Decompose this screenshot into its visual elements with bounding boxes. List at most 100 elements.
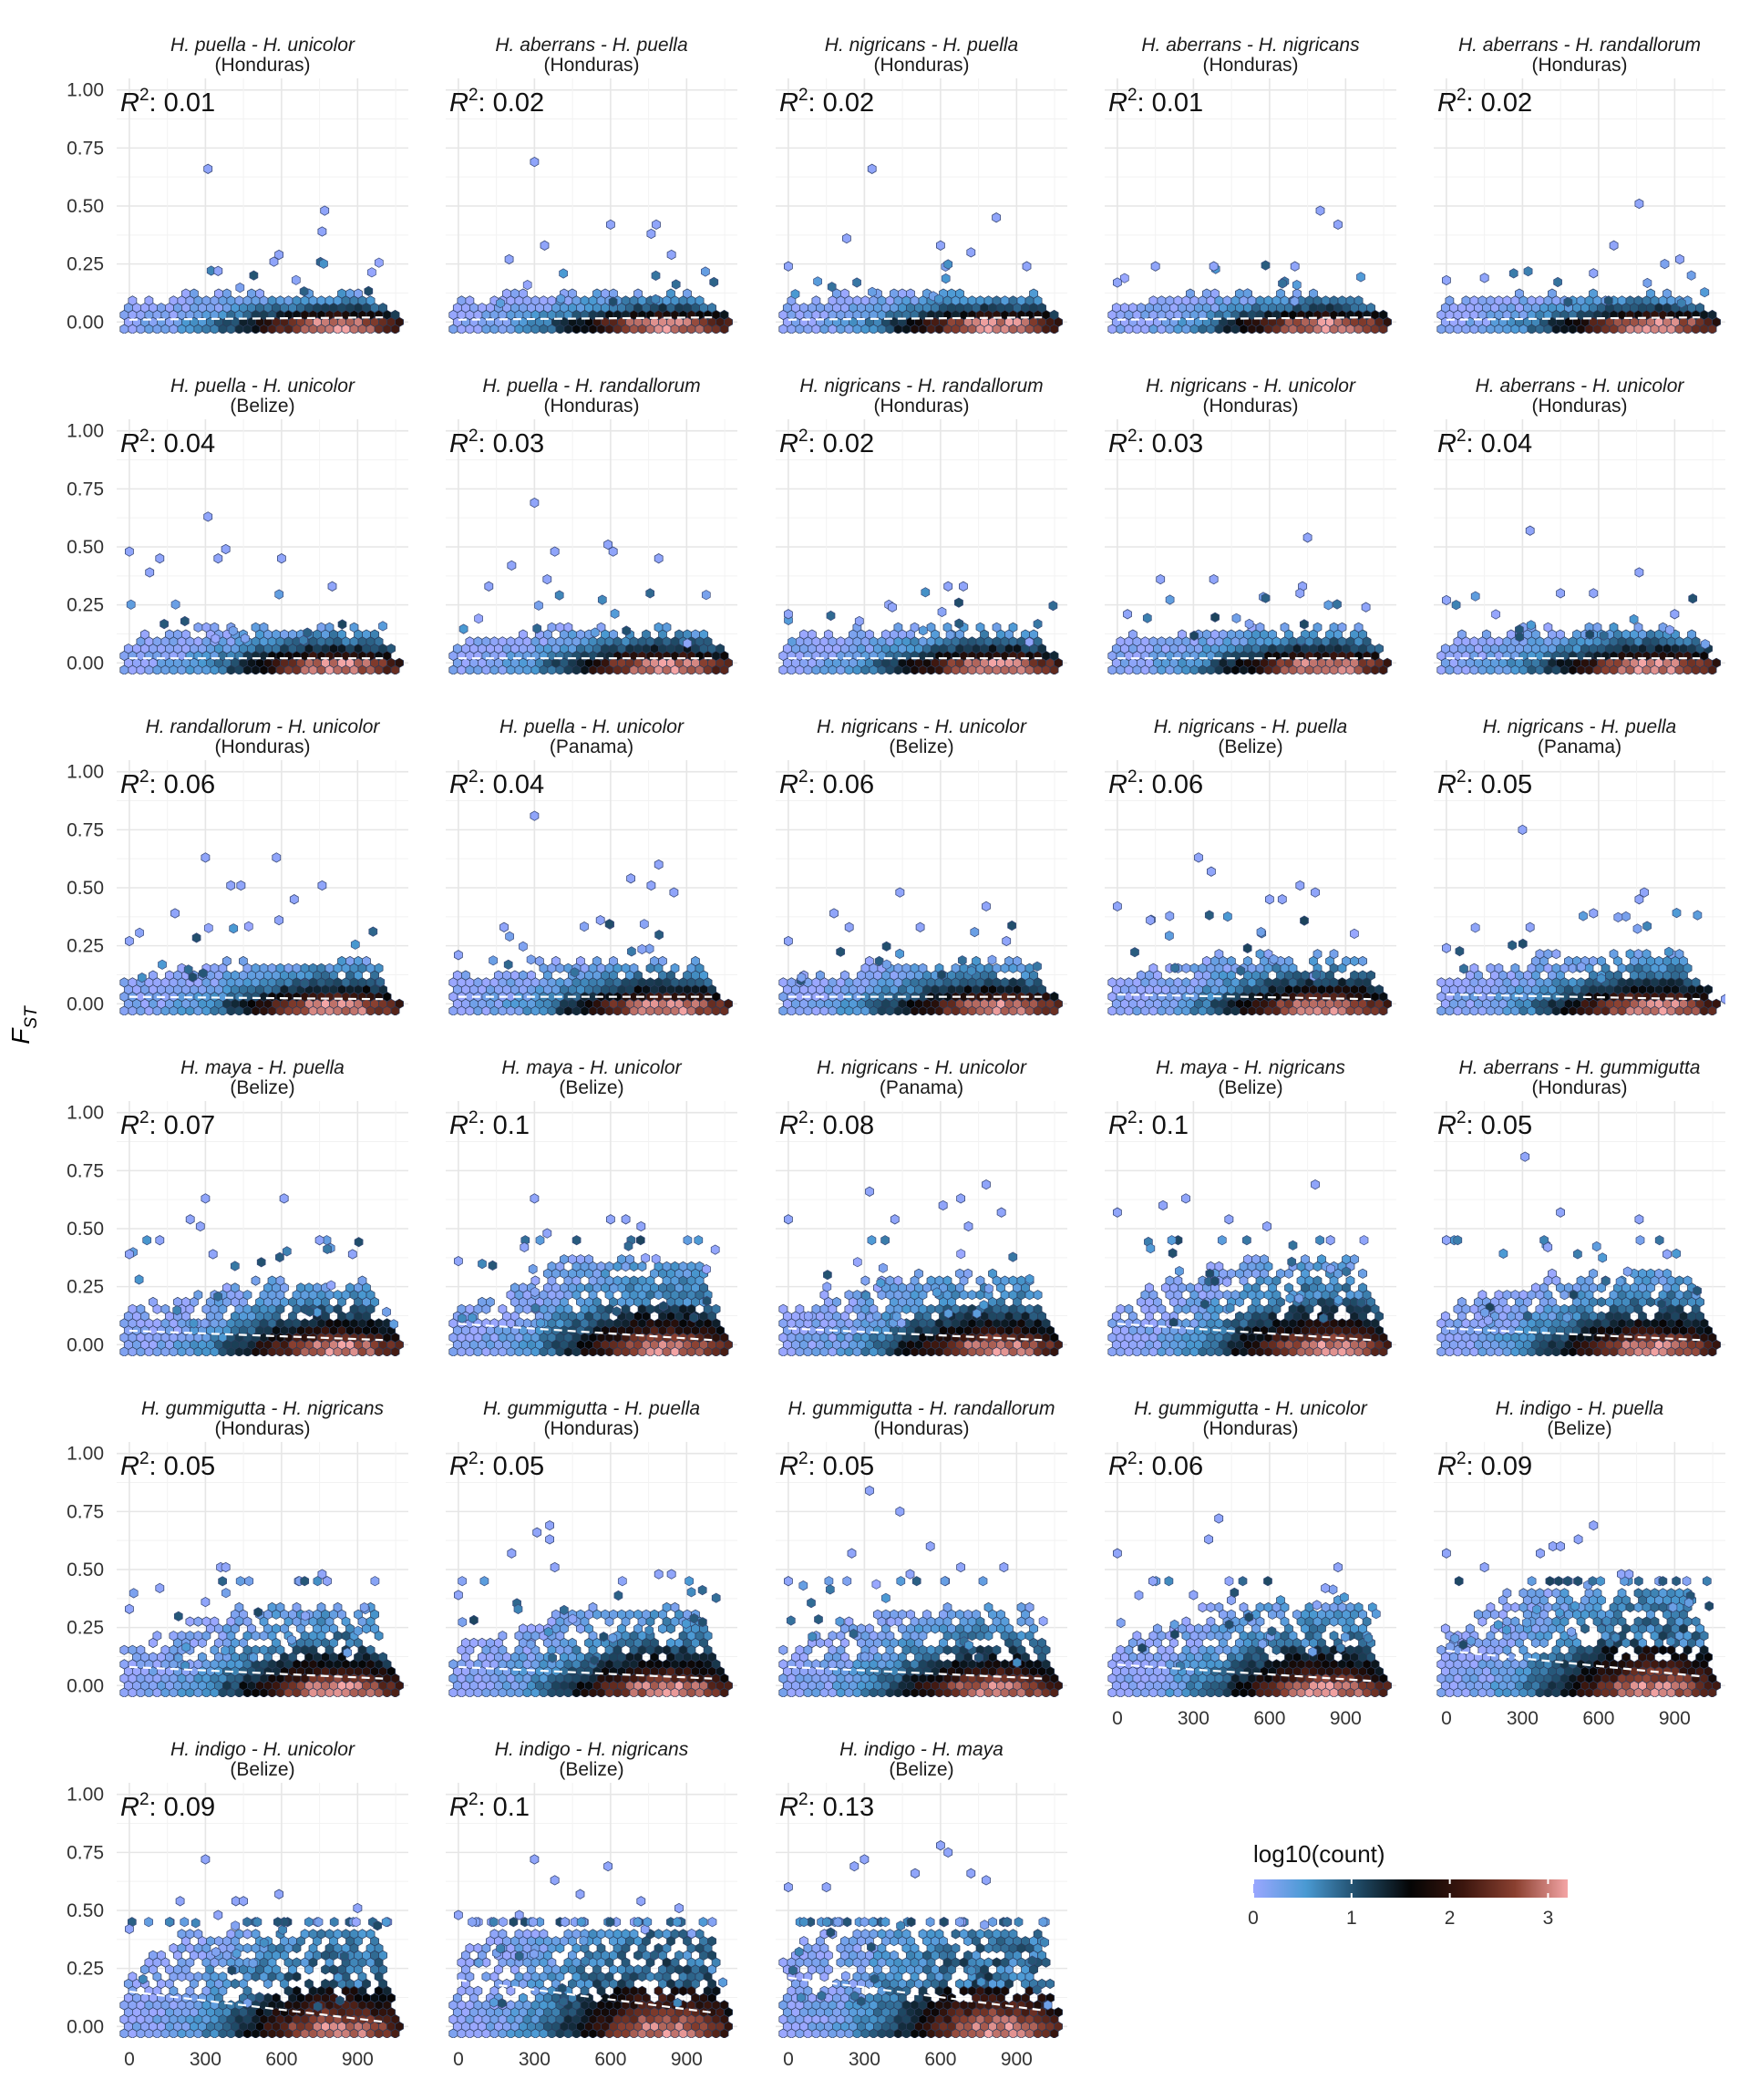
hexbin-cell (457, 295, 467, 306)
hexbin-cell (1527, 295, 1537, 306)
hexbin-cell (199, 968, 208, 979)
hexbin-cell (803, 1311, 813, 1322)
r2-value: 0.02 (1481, 88, 1532, 118)
facet-strip-region: (Honduras) (1531, 55, 1627, 76)
hexbin-cell (1000, 977, 1010, 988)
facet-panel: H. nigricans - H. puella(Panama)R2: 0.05 (1434, 716, 1725, 1015)
hexbin-cell (165, 629, 174, 640)
hexbin-cell (707, 303, 716, 314)
hexbin-cell (1029, 629, 1038, 640)
outlier-hexbin (943, 581, 953, 592)
hexbin-cell (860, 1275, 870, 1286)
hexbin-cell (305, 1306, 314, 1317)
hexbin-cell (181, 288, 190, 299)
r2-value: 0.06 (164, 770, 215, 799)
hexbin-cell (576, 629, 585, 640)
hexbin-cell (627, 946, 636, 957)
hexbin-cell (337, 619, 347, 630)
facet-panel: H. nigricans - H. puella(Belize)R2: 0.06 (1105, 716, 1396, 1015)
hexbin-cell (1378, 309, 1388, 321)
hexbin-cell (1337, 977, 1347, 988)
hexbin-cell (1596, 973, 1606, 984)
hexbin-cell (963, 1268, 973, 1279)
hexbin-cell (724, 998, 733, 1009)
outlier-hexbin (1295, 588, 1305, 599)
hexbin-cell (308, 962, 318, 973)
hexbin-cell (1445, 977, 1455, 988)
hexbin-cell (691, 955, 700, 967)
hexbin-cell (959, 1303, 969, 1314)
outlier-hexbin (213, 265, 223, 276)
hexbin-cell (547, 295, 557, 306)
outlier-hexbin (1670, 609, 1680, 620)
hexbin-cell (326, 1280, 336, 1291)
hexbin-cell (1494, 636, 1504, 647)
r2-symbol: R (449, 770, 468, 799)
hexbin-cell (901, 962, 911, 973)
outlier-hexbin (784, 609, 793, 620)
hexbin-cell (710, 1244, 720, 1255)
hexbin-cell (1280, 622, 1290, 633)
hexbin-cell (1148, 962, 1158, 973)
r2-colon: : (808, 770, 823, 799)
hexbin-cell (1329, 622, 1339, 633)
hexbin-cell (1116, 1303, 1126, 1314)
hexbin-cell (1124, 977, 1134, 988)
hexbin-cell (1585, 629, 1595, 640)
hexbin-cell (1189, 630, 1199, 642)
hexbin-cell (918, 962, 928, 973)
hexbin-cell (1704, 984, 1713, 995)
r2-symbol: R (449, 88, 468, 118)
hexbin-cell (239, 955, 248, 967)
r2-annotation: R2: 0.04 (449, 767, 544, 799)
hexbin-cell (872, 1311, 881, 1322)
hexbin-cell (1459, 963, 1468, 974)
r2-symbol: R (1108, 429, 1127, 458)
hexbin-cell (1646, 288, 1655, 299)
y-tick-label: 0.00 (67, 312, 104, 333)
hexbin-cell (142, 1235, 152, 1246)
r2-superscript: 2 (468, 86, 479, 105)
hexbin-cell (910, 962, 920, 973)
outlier-hexbin (1265, 894, 1274, 905)
hexbin-cell (1603, 295, 1613, 306)
outlier-hexbin (185, 1214, 195, 1225)
hexbin-cell (323, 1243, 332, 1255)
hexbin-cell (621, 1275, 631, 1286)
r2-colon: : (1467, 88, 1481, 118)
hexbin-cell (1242, 288, 1252, 299)
r2-value: 0.08 (823, 1111, 874, 1140)
outlier-hexbin (1333, 219, 1343, 231)
outlier-hexbin (784, 1214, 793, 1225)
hexbin-cell (231, 970, 240, 981)
hexbin-cell (364, 285, 374, 297)
hexbin-cell (906, 288, 915, 299)
hexbin-cell (251, 962, 261, 973)
hexbin-cell (563, 622, 573, 633)
hexbin-cell (503, 959, 513, 970)
hexbin-cell (671, 279, 681, 290)
hexbin-cell (984, 1283, 993, 1294)
hexbin-cell (1227, 629, 1236, 640)
outlier-hexbin (865, 1186, 874, 1197)
hexbin-cell (1312, 949, 1323, 960)
hexbin-cell (621, 295, 631, 306)
hexbin-cell (160, 1303, 170, 1314)
hexbin-cell (824, 629, 833, 640)
hexbin-cell (345, 1282, 355, 1293)
hexbin-cell (1181, 962, 1191, 973)
facet-strip-pair: H. puella - H. unicolor (170, 35, 355, 56)
outlier-hexbin (208, 1249, 218, 1260)
hexbin-cell (319, 258, 328, 269)
hexbin-cell (617, 1254, 626, 1265)
facet-panel: H. maya - H. unicolor(Belize)R2: 0.1 (446, 1057, 737, 1356)
r2-colon: : (149, 429, 164, 458)
hexbin-cell (498, 636, 508, 647)
outlier-hexbin (125, 935, 134, 947)
outlier-hexbin (213, 553, 223, 564)
hexbin-cell (259, 962, 269, 973)
outlier-hexbin (314, 1235, 324, 1246)
outlier-hexbin (272, 852, 282, 863)
outlier-hexbin (484, 581, 494, 592)
hexbin-cell (571, 1235, 582, 1246)
